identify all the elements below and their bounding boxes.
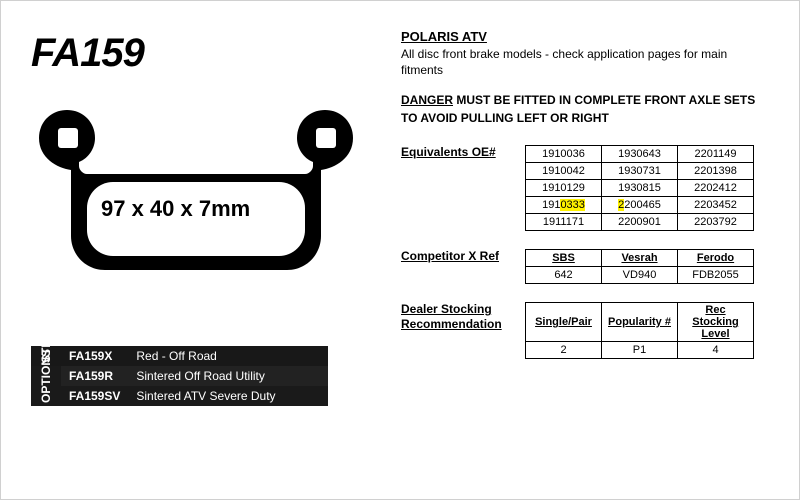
- equivalents-cell: 1930731: [602, 163, 678, 180]
- dealer-value: 4: [678, 342, 754, 359]
- equivalents-cell: 1910129: [526, 180, 602, 197]
- brake-pad-illustration: 97 x 40 x 7mm: [31, 86, 361, 286]
- equivalents-table: 191003619306432201149 1910042193073122013…: [525, 145, 754, 231]
- xref-header: SBS: [526, 250, 602, 267]
- variant-desc: Sintered Off Road Utility: [128, 366, 328, 386]
- danger-warning: DANGER MUST BE FITTED IN COMPLETE FRONT …: [401, 92, 769, 127]
- equivalents-label: Equivalents OE#: [401, 145, 525, 159]
- equivalents-cell: 2202412: [678, 180, 754, 197]
- equivalents-cell: 1930643: [602, 146, 678, 163]
- xref-header: Ferodo: [678, 250, 754, 267]
- equivalents-cell: 2200901: [602, 214, 678, 231]
- equivalents-cell: 1911171: [526, 214, 602, 231]
- variant-code: FA159R: [61, 366, 128, 386]
- equivalents-cell: 1910042: [526, 163, 602, 180]
- equivalents-cell: 1930815: [602, 180, 678, 197]
- dealer-value: 2: [526, 342, 602, 359]
- danger-text: MUST BE FITTED IN COMPLETE FRONT AXLE SE…: [401, 93, 755, 124]
- xref-value: 642: [526, 267, 602, 284]
- variant-code: FA159SV: [61, 386, 128, 406]
- vehicle-title: POLARIS ATV: [401, 29, 769, 44]
- xref-value: VD940: [602, 267, 678, 284]
- dealer-header: Rec Stocking Level: [678, 303, 754, 342]
- variant-side-options: OPTIONS: [31, 366, 61, 406]
- variant-desc: Red - Off Road: [128, 346, 328, 366]
- dealer-header: Single/Pair: [526, 303, 602, 342]
- equivalents-cell: 2200465: [602, 197, 678, 214]
- equivalents-cell: 1910333: [526, 197, 602, 214]
- danger-word: DANGER: [401, 93, 453, 107]
- equivalents-cell: 2203792: [678, 214, 754, 231]
- dealer-table: Single/Pair Popularity # Rec Stocking Le…: [525, 302, 754, 359]
- dimensions-text: 97 x 40 x 7mm: [101, 196, 250, 222]
- vehicle-description: All disc front brake models - check appl…: [401, 46, 769, 78]
- xref-label: Competitor X Ref: [401, 249, 525, 263]
- equivalents-cell: 2201398: [678, 163, 754, 180]
- equivalents-cell: 2201149: [678, 146, 754, 163]
- dealer-value: P1: [602, 342, 678, 359]
- equivalents-cell: 1910036: [526, 146, 602, 163]
- variant-desc: Sintered ATV Severe Duty: [128, 386, 328, 406]
- xref-table: SBS Vesrah Ferodo 642 VD940 FDB2055: [525, 249, 754, 284]
- xref-value: FDB2055: [678, 267, 754, 284]
- brake-pad-svg: [31, 86, 361, 286]
- variant-code: FA159X: [61, 346, 128, 366]
- xref-header: Vesrah: [602, 250, 678, 267]
- equivalents-cell: 2203452: [678, 197, 754, 214]
- variant-table: STD FA159X Red - Off Road OPTIONS FA159R…: [31, 346, 328, 406]
- dealer-header: Popularity #: [602, 303, 678, 342]
- dealer-label: Dealer Stocking Recommendation: [401, 302, 525, 331]
